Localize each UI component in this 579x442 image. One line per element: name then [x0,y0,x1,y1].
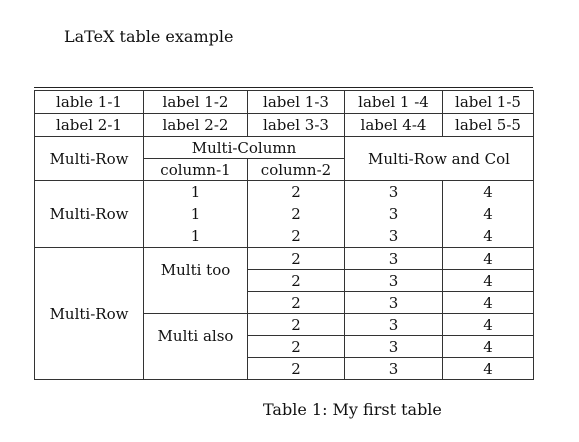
table-cell: 2 [247,225,345,248]
table-cell: label 1 -4 [344,90,443,114]
table-cell: 2 [247,269,345,292]
table-cell: 3 [344,357,443,380]
table-cell: 4 [442,225,534,248]
table-row: 2 3 4 [35,269,534,292]
table-row: lable 1-1 label 1-2 label 1-3 label 1 -4… [34,90,534,114]
table-cell: 4 [442,291,534,314]
table-cell: 3 [344,291,443,314]
table-cell: label 1-5 [442,90,534,114]
table-cell: 4 [442,269,534,292]
table-cell: 2 [247,180,345,203]
table-row: 2 3 4 [35,291,534,314]
table-cell: label 1-3 [247,90,345,114]
multirow-sub-cell: Multi also [143,313,248,380]
table-cell: 3 [344,180,443,203]
table-caption: Table 1: My first table [263,400,442,419]
table-cell: lable 1-1 [34,90,144,114]
table-cell: 3 [344,247,443,270]
table-cell: label 5-5 [442,113,534,137]
table-row: label 2-1 label 2-2 label 3-3 label 4-4 … [34,113,534,137]
table-cell: 4 [442,335,534,358]
table-cell: 4 [442,313,534,336]
table-row: 1 2 3 4 [35,203,534,225]
multicolumn-cell: Multi-Column [143,136,345,159]
table-row: Multi also 2 3 4 [35,313,534,380]
table-cell: label 4-4 [344,113,443,137]
table-cell: 1 [143,180,248,203]
table-row: Multi-Row 1 2 3 4 [34,180,534,248]
table-cell: 3 [344,269,443,292]
table-row: Multi-Row Multi-Column Multi-Row and Col [34,136,534,181]
multirow-cell: Multi-Row [34,180,144,248]
table-cell: 3 [344,335,443,358]
column2-header: column-2 [247,158,345,181]
column1-header: column-1 [143,158,248,181]
table-cell: 2 [247,313,345,336]
table-cell: 4 [442,247,534,270]
table-top-rule [34,87,533,88]
table-cell: label 1-2 [143,90,248,114]
table-cell: 4 [442,357,534,380]
table-cell: label 2-2 [143,113,248,137]
table-cell: 2 [247,357,345,380]
table-cell: 4 [442,203,534,225]
table-cell: 2 [247,291,345,314]
table-cell: 3 [344,225,443,248]
table-row: Multi-Row Multi too 2 3 4 [34,247,534,380]
multirow-cell: Multi-Row [34,247,144,380]
table-cell: 1 [143,203,248,225]
table-row: 2 3 4 [35,335,534,358]
multirow-sub-cell: Multi too [143,247,248,314]
table-row: column-1 column-2 [35,158,534,181]
table-cell: 2 [247,203,345,225]
multirow-and-col-cell: Multi-Row and Col [344,136,534,181]
table-cell: 1 [143,225,248,248]
latex-table: lable 1-1 label 1-2 label 1-3 label 1 -4… [34,90,534,380]
document-title: LaTeX table example [64,27,234,46]
table-cell: 3 [344,313,443,336]
table-cell: 2 [247,247,345,270]
table-cell: 2 [247,335,345,358]
table-cell: 3 [344,203,443,225]
table-row: 2 3 4 [35,357,534,380]
table-cell: label 3-3 [247,113,345,137]
table-row: 1 2 3 4 [35,225,534,248]
table-cell: 4 [442,180,534,203]
table-cell: label 2-1 [34,113,144,137]
multirow-cell: Multi-Row [34,136,144,181]
